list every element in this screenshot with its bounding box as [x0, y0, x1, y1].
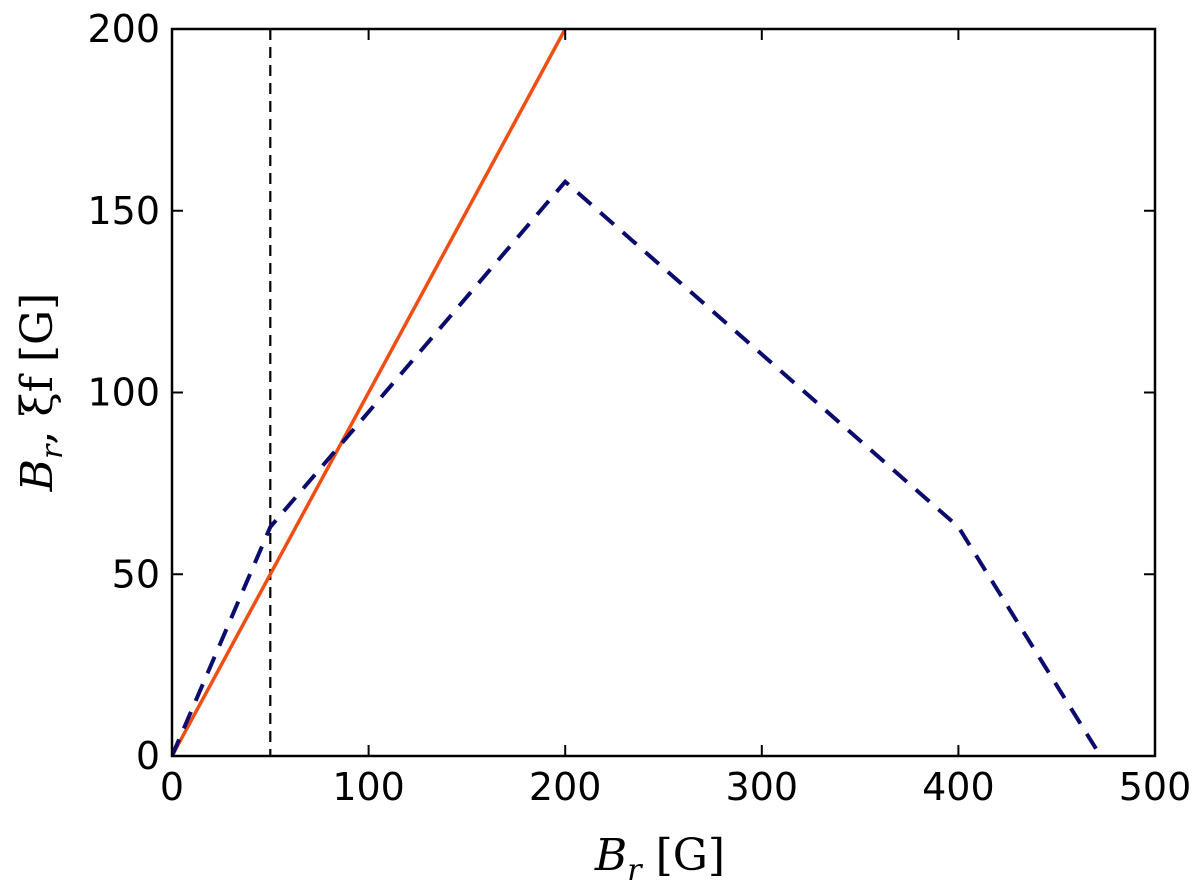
plot-frame: [170, 27, 1157, 758]
y-axis-label: Br, ξf [G]: [12, 293, 70, 493]
x-axis-label: Br [G]: [594, 830, 725, 883]
y-tick-label: 100: [87, 371, 160, 415]
x-tick-label: 400: [922, 765, 995, 809]
series-line-1: [172, 178, 1098, 756]
plot-marks: [172, 29, 1098, 756]
y-tick-label: 50: [112, 552, 160, 596]
y-tick-label: 200: [87, 7, 160, 51]
axis-ticks: 0 100 200 300 400 500 0 50 100 150 200: [87, 7, 1191, 809]
y-tick-label: 0: [136, 734, 160, 778]
x-tick-label: 500: [1119, 765, 1192, 809]
x-tick-label: 200: [529, 765, 602, 809]
x-tick-label: 100: [332, 765, 405, 809]
y-tick-label: 150: [87, 189, 160, 233]
x-tick-label: 300: [726, 765, 799, 809]
x-tick-label: 0: [160, 765, 184, 809]
series-line-0: [172, 29, 567, 756]
